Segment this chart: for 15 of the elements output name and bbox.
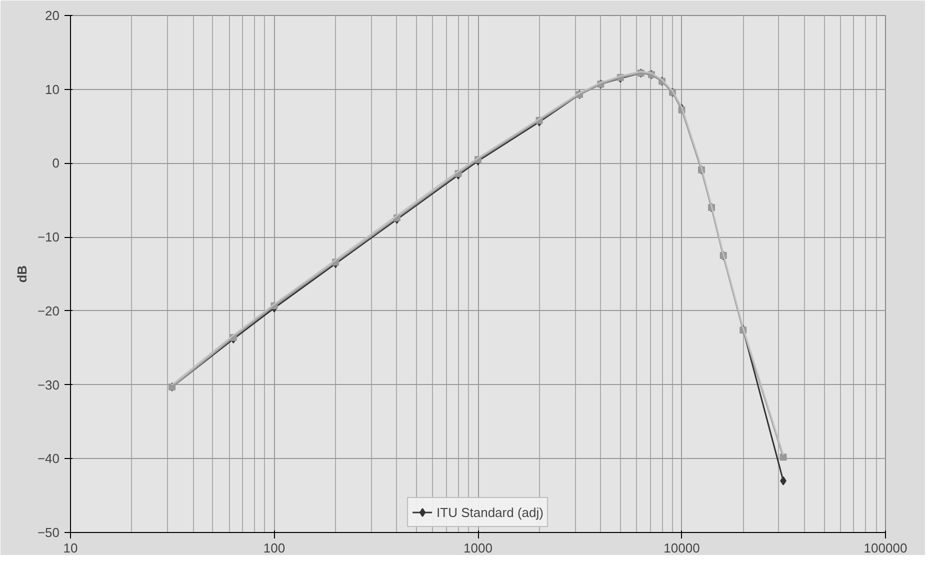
y-tick-label: 0 [52, 156, 60, 171]
y-tick-label: −40 [37, 451, 60, 466]
y-tick-label: −10 [37, 230, 60, 245]
x-tick-label: 100000 [864, 540, 908, 556]
y-tick-label: −50 [37, 525, 60, 540]
legend-label: ITU Standard (adj) [436, 504, 544, 520]
y-tick-label: 10 [45, 82, 60, 97]
y-tick-label: −20 [37, 303, 60, 318]
x-tick-label: 1000 [464, 540, 492, 556]
x-tick-label: 10 [63, 540, 78, 556]
x-tick-label: 100 [263, 540, 286, 556]
y-tick-label: 20 [45, 8, 60, 23]
y-tick-label: −30 [37, 377, 60, 392]
y-axis-title: dB [14, 265, 30, 283]
x-tick-label: 10000 [664, 540, 700, 556]
